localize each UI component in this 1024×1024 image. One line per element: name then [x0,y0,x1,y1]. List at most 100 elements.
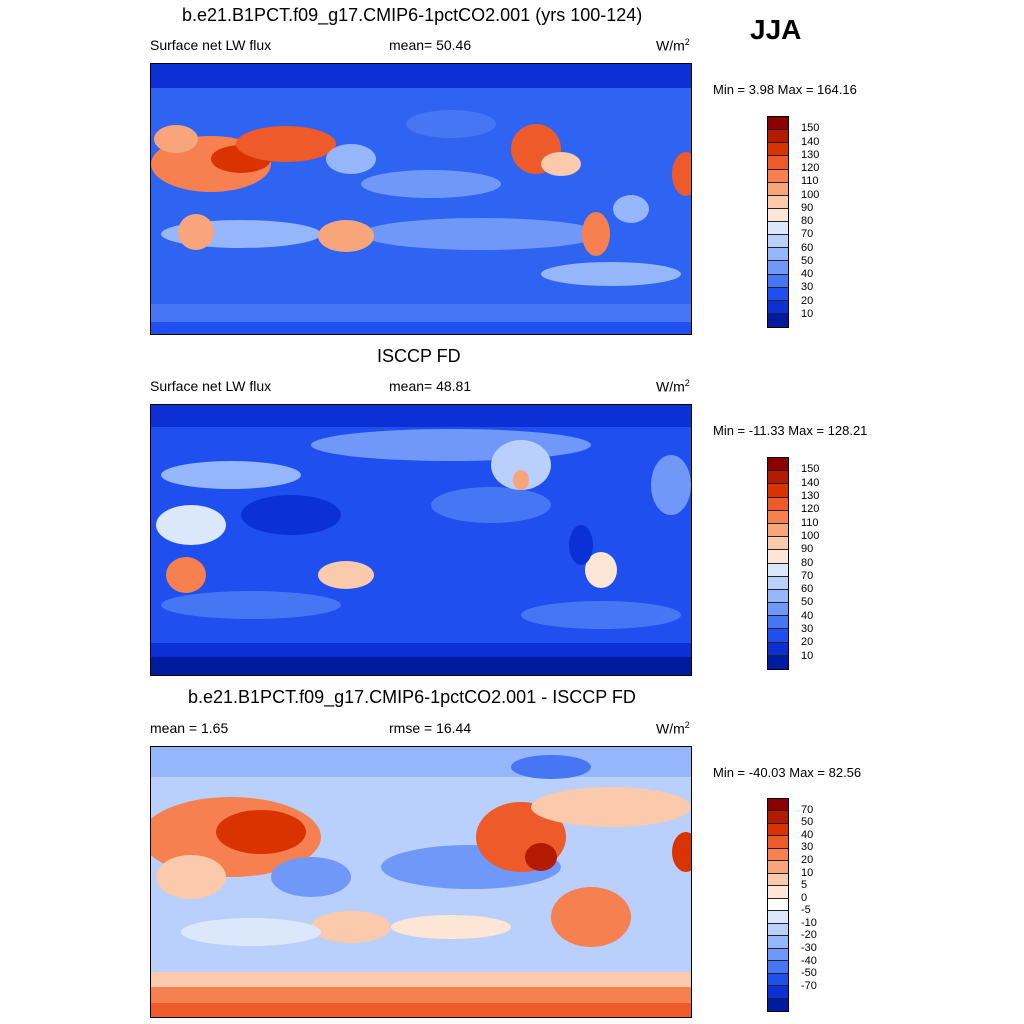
colorbar-swatch [768,811,788,824]
colorbar-tick-label: 10 [801,649,814,662]
colorbar-swatch [768,169,788,183]
colorbar-tick-label: 10 [801,307,814,320]
colorbar-tick-label: -30 [801,942,817,955]
colorbar-swatch [768,616,788,630]
colorbar-tick-label: 140 [801,476,820,489]
colorbar-swatch [768,961,788,974]
colorbar-swatch [768,911,788,924]
colorbar-tick-label: 50 [801,254,814,267]
colorbar-swatch [768,923,788,937]
colorbar-tick-label: 100 [801,529,820,542]
colorbar-tick-label: 0 [801,891,808,904]
panel1-minmax: Min = 3.98 Max = 164.16 [713,82,857,97]
panel3-rmse: rmse = 16.44 [389,720,472,736]
colorbar-swatch [768,117,788,131]
colorbar-tick-label: -40 [801,954,817,967]
colorbar-tick-label: 30 [801,841,814,854]
colorbar-swatch [768,208,788,222]
colorbar-swatch [768,248,788,262]
panel3-map [150,746,692,1018]
colorbar-swatch [768,836,788,849]
colorbar-tick-label: 70 [801,228,814,241]
panel1-field-label: Surface net LW flux [150,37,272,53]
panel2-colorbar [767,457,789,670]
season-label: JJA [750,14,802,45]
colorbar-tick-label: 30 [801,281,814,294]
colorbar-swatch [768,603,788,617]
colorbar-swatch [768,497,788,511]
colorbar-swatch [768,471,788,485]
colorbar-tick-label: 150 [801,122,820,135]
colorbar-tick-label: 70 [801,803,814,816]
colorbar-tick-label: 130 [801,148,820,161]
colorbar-swatch [768,848,788,862]
colorbar-swatch [768,799,788,812]
colorbar-swatch [768,898,788,912]
colorbar-tick-label: 90 [801,543,814,556]
colorbar-tick-label: -70 [801,979,817,992]
panel1-title: b.e21.B1PCT.f09_g17.CMIP6-1pctCO2.001 (y… [182,5,643,25]
panel2-map [150,404,692,676]
panel3-mean: mean = 1.65 [150,720,229,736]
colorbar-tick-label: 20 [801,853,814,866]
colorbar-swatch [768,300,788,314]
colorbar-tick-label: -50 [801,967,817,980]
colorbar-tick-label: 50 [801,816,814,829]
colorbar-swatch [768,523,788,538]
colorbar-swatch [768,986,788,999]
colorbar-tick-label: 10 [801,866,814,879]
colorbar-swatch [768,886,788,899]
colorbar-swatch [768,287,788,301]
panel1-map [150,63,692,335]
colorbar-tick-label: 80 [801,215,814,227]
colorbar-swatch [768,261,788,275]
panel1-units: W/m2 [656,37,690,54]
colorbar-tick-label: 5 [801,879,808,892]
colorbar-swatch [768,936,788,949]
colorbar-swatch [768,550,788,564]
colorbar-tick-label: 130 [801,489,820,502]
colorbar-swatch [768,973,788,987]
panel2-mean: mean= 48.81 [389,378,472,394]
panel2-title: ISCCP FD [377,346,461,366]
colorbar-swatch [768,143,788,157]
panel3-colorbar [767,798,789,1012]
colorbar-tick-label: 140 [801,135,820,148]
colorbar-swatch [768,861,788,874]
colorbar-swatch [768,655,788,669]
colorbar-tick-label: 20 [801,636,814,649]
colorbar-swatch [768,313,788,327]
panel3-minmax: Min = -40.03 Max = 82.56 [713,765,862,780]
colorbar-swatch [768,156,788,170]
colorbar-tick-label: 120 [801,162,820,174]
colorbar-tick-label: 150 [801,463,820,476]
panel2-field-label: Surface net LW flux [150,378,272,394]
colorbar-tick-label: 70 [801,569,814,582]
colorbar-tick-label: -10 [801,916,817,929]
colorbar-swatch [768,563,788,577]
colorbar-swatch [768,537,788,551]
colorbar-tick-label: 50 [801,596,814,609]
colorbar-tick-label: -5 [801,904,811,917]
colorbar-tick-label: 40 [801,828,814,841]
panel2-units: W/m2 [656,378,690,395]
colorbar-tick-label: 110 [801,175,819,188]
colorbar-swatch [768,130,788,144]
colorbar-tick-label: 100 [801,188,820,201]
colorbar-swatch [768,484,788,498]
colorbar-tick-label: 30 [801,623,814,636]
colorbar-tick-label: 20 [801,294,814,307]
colorbar-tick-label: 40 [801,609,814,622]
colorbar-tick-label: 80 [801,556,814,569]
colorbar-tick-label: 110 [801,516,819,529]
colorbar-swatch [768,510,788,524]
colorbar-swatch [768,823,788,837]
colorbar-tick-label: -20 [801,929,817,942]
panel1-colorbar [767,116,789,328]
colorbar-swatch [768,458,788,472]
colorbar-swatch [768,576,788,590]
colorbar-swatch [768,589,788,604]
colorbar-swatch [768,948,788,962]
panel1-mean: mean= 50.46 [389,37,472,53]
colorbar-swatch [768,195,788,209]
